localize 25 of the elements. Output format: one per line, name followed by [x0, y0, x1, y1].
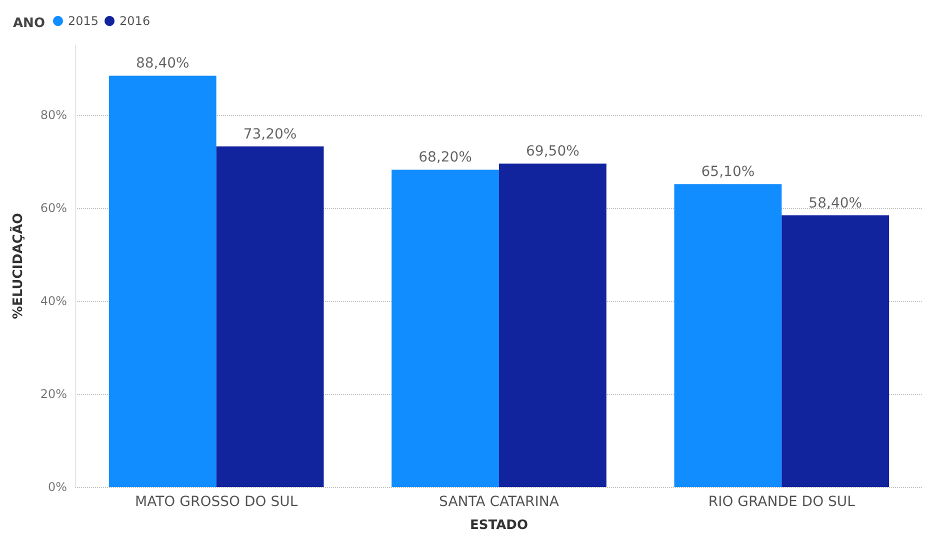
bar [108, 76, 216, 487]
data-label: 58,40% [808, 195, 862, 212]
data-label: 65,10% [701, 164, 755, 180]
x-tick-label: SANTA CATARINA [439, 494, 560, 510]
x-tick-label: RIO GRANDE DO SUL [708, 494, 856, 510]
data-label: 73,20% [243, 126, 297, 142]
bar [499, 164, 606, 487]
legend-label: 2016 [120, 14, 150, 28]
legend-label: 2015 [68, 14, 99, 28]
bar [782, 215, 890, 487]
y-tick-label: 80% [40, 108, 67, 122]
data-label: 68,20% [418, 150, 472, 166]
y-axis-title: %ELUCIDAÇÃO [9, 212, 26, 320]
data-label: 69,50% [526, 144, 580, 160]
data-label: 88,40% [136, 56, 190, 72]
bar [392, 170, 499, 487]
bar [674, 184, 782, 487]
x-axis-title: ESTADO [470, 518, 528, 533]
x-tick-label: MATO GROSSO DO SUL [135, 494, 298, 510]
y-tick-label: 60% [40, 200, 67, 215]
bar [216, 146, 324, 487]
y-tick-label: 20% [40, 386, 67, 401]
y-tick-label: 0% [48, 480, 67, 494]
legend-title: ANO [13, 16, 45, 31]
y-tick-label: 40% [40, 294, 67, 308]
